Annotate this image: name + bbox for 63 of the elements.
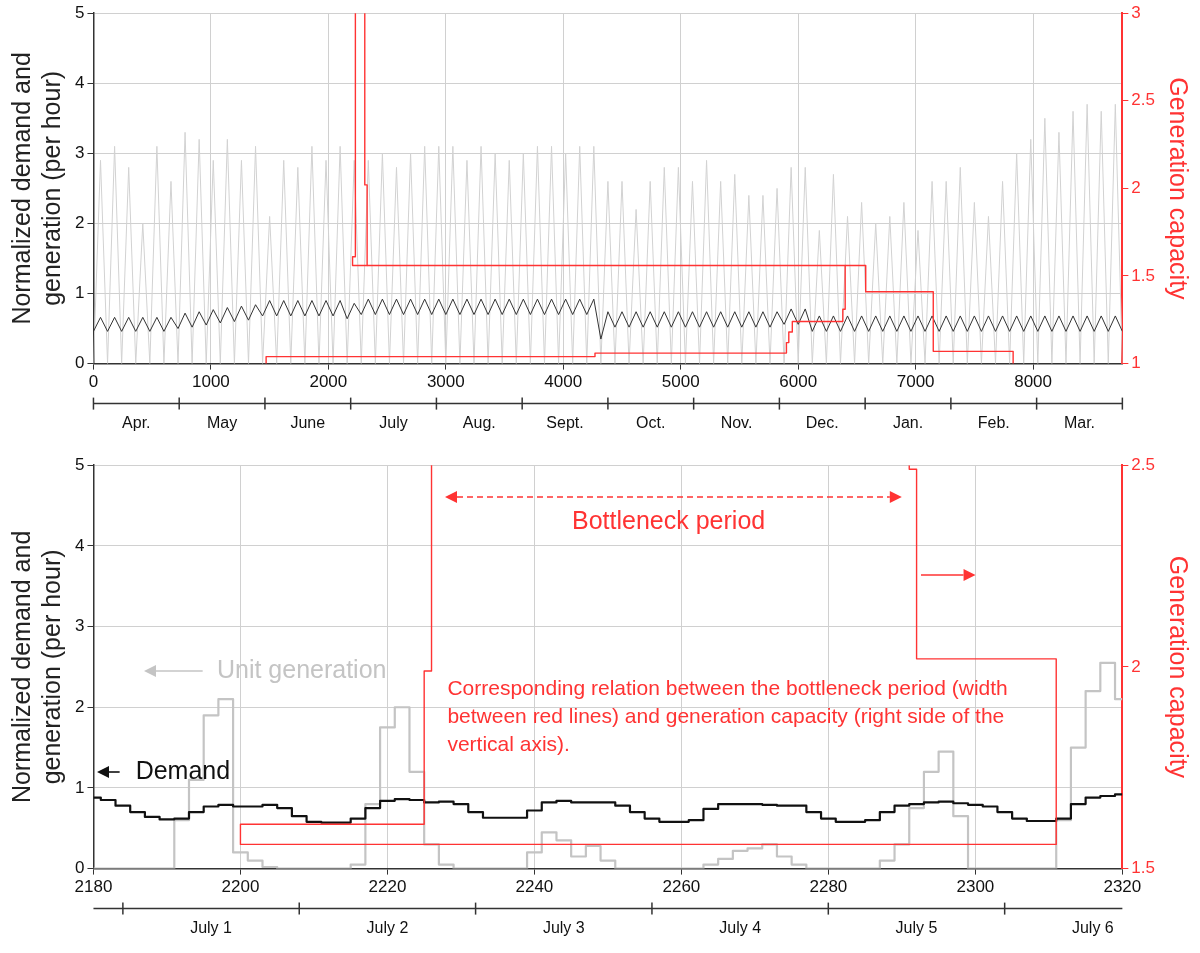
x-tick-label: 2280 — [809, 877, 848, 897]
x-tick-label: 6000 — [779, 372, 818, 392]
y-tick-label: 5 — [74, 454, 85, 474]
y2-tick-label: 1.5 — [1131, 858, 1156, 878]
text: Nov. — [720, 414, 753, 432]
y-tick-label: 2 — [74, 213, 85, 233]
x-tick-label: 2000 — [309, 372, 348, 392]
x-tick-label: 7000 — [896, 372, 935, 392]
y-axis-title: Normalized demand and generation (per hour) — [6, 530, 65, 804]
text: July 6 — [1071, 919, 1114, 937]
y-tick-label: 1 — [74, 777, 85, 797]
annotation: Bottleneck period — [572, 506, 766, 535]
annotation: Corresponding relation between the bottleneck period (width between red lines) and generation capacity (right side of the vertical axis). — [447, 676, 1008, 756]
text: Oct. — [636, 414, 666, 432]
legend-label: Demand — [135, 755, 231, 784]
text: June — [290, 414, 326, 432]
x-tick-label: 2200 — [221, 877, 260, 897]
y-tick-label: 2 — [74, 696, 85, 716]
text: Sept. — [546, 414, 584, 432]
text: Aug. — [462, 414, 496, 432]
y2-tick-label: 2.5 — [1131, 90, 1156, 110]
y2-tick-label: 2 — [1131, 656, 1141, 676]
x-tick-label: 0 — [88, 372, 99, 392]
y2-tick-label: 3 — [1131, 2, 1141, 22]
y-tick-label: 4 — [74, 535, 85, 555]
text: July — [379, 414, 408, 432]
y2-tick-label: 1.5 — [1131, 265, 1156, 285]
text: July 3 — [542, 919, 585, 937]
text: July 4 — [719, 919, 762, 937]
x-tick-label: 2320 — [1103, 877, 1142, 897]
y-axis-title: Normalized demand and generation (per hour) — [6, 52, 65, 325]
text: July 1 — [190, 919, 233, 937]
y2-tick-label: 1 — [1131, 353, 1141, 373]
text: Mar. — [1063, 414, 1096, 432]
y2-axis-title: Generation capacity — [1165, 77, 1194, 301]
text: Dec. — [805, 414, 839, 432]
y-tick-label: 0 — [74, 858, 85, 878]
x-tick-label: 1000 — [192, 372, 230, 392]
text: May — [206, 414, 238, 432]
text: July 5 — [895, 919, 938, 937]
legend-label: Unit generation — [216, 654, 387, 683]
x-tick-label: 2220 — [368, 877, 407, 897]
text: Apr. — [122, 414, 151, 432]
y-tick-label: 4 — [74, 72, 85, 92]
text: Jan. — [892, 414, 924, 432]
text: Feb. — [977, 414, 1010, 432]
x-tick-label: 4000 — [544, 372, 583, 392]
y2-tick-label: 2 — [1131, 178, 1141, 198]
x-tick-label: 8000 — [1014, 372, 1053, 392]
x-tick-label: 2180 — [74, 877, 113, 897]
y-tick-label: 3 — [74, 143, 85, 163]
y-tick-label: 1 — [74, 283, 85, 303]
x-tick-label: 2240 — [515, 877, 554, 897]
y-tick-label: 0 — [74, 353, 85, 373]
x-tick-label: 5000 — [661, 372, 700, 392]
y2-tick-label: 2.5 — [1131, 454, 1156, 474]
x-tick-label: 3000 — [426, 372, 465, 392]
y-tick-label: 5 — [74, 2, 85, 22]
x-tick-label: 2260 — [662, 877, 701, 897]
y2-axis-title: Generation capacity — [1165, 555, 1194, 779]
x-tick-label: 2300 — [956, 877, 995, 897]
y-tick-label: 3 — [74, 616, 85, 636]
text: July 2 — [366, 919, 409, 937]
